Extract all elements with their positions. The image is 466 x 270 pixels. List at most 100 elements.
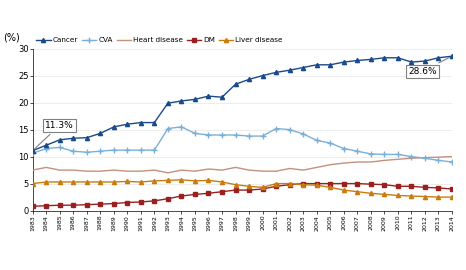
Cancer xyxy=(124,123,130,126)
DM xyxy=(206,192,211,195)
Liver disease xyxy=(138,180,144,184)
DM xyxy=(124,201,130,204)
Liver disease xyxy=(192,179,198,183)
Cancer xyxy=(287,69,293,72)
DM xyxy=(165,197,171,200)
Heart disease xyxy=(206,167,211,171)
Heart disease xyxy=(70,168,76,172)
Heart disease xyxy=(247,168,252,172)
DM xyxy=(111,202,116,205)
Cancer xyxy=(409,60,414,64)
Liver disease xyxy=(449,195,455,199)
Cancer xyxy=(111,125,116,129)
Liver disease xyxy=(436,195,441,199)
Cancer xyxy=(368,58,374,61)
Heart disease xyxy=(328,163,333,166)
Heart disease xyxy=(124,170,130,173)
Heart disease xyxy=(219,168,225,172)
DM xyxy=(219,190,225,193)
Cancer xyxy=(436,56,441,59)
Liver disease xyxy=(219,180,225,184)
Heart disease xyxy=(43,166,49,169)
Heart disease xyxy=(97,170,103,173)
Liver disease xyxy=(151,179,157,183)
Liver disease xyxy=(368,192,374,195)
CVA xyxy=(151,148,157,152)
Liver disease xyxy=(57,180,62,184)
Legend: Cancer, CVA, Heart disease, DM, Liver disease: Cancer, CVA, Heart disease, DM, Liver di… xyxy=(36,37,283,43)
Heart disease xyxy=(395,158,401,161)
Line: CVA: CVA xyxy=(29,124,455,165)
Liver disease xyxy=(260,186,266,189)
Liver disease xyxy=(178,178,184,181)
CVA xyxy=(178,125,184,129)
Liver disease xyxy=(382,193,387,196)
Cancer xyxy=(151,121,157,124)
DM xyxy=(84,203,89,206)
CVA xyxy=(247,134,252,138)
DM xyxy=(30,205,35,208)
DM xyxy=(301,182,306,185)
CVA xyxy=(97,150,103,153)
Cancer xyxy=(395,56,401,59)
CVA xyxy=(301,132,306,136)
DM xyxy=(422,186,428,189)
DM xyxy=(43,204,49,207)
CVA xyxy=(422,157,428,160)
Cancer xyxy=(206,94,211,98)
Liver disease xyxy=(206,179,211,182)
DM xyxy=(355,182,360,185)
CVA xyxy=(395,153,401,156)
Liver disease xyxy=(328,186,333,189)
DM xyxy=(151,199,157,202)
Text: 11.3%: 11.3% xyxy=(34,121,74,149)
Cancer xyxy=(84,136,89,139)
Cancer xyxy=(57,138,62,141)
CVA xyxy=(30,152,35,155)
Liver disease xyxy=(409,194,414,198)
DM xyxy=(247,188,252,192)
CVA xyxy=(274,127,279,130)
Liver disease xyxy=(355,190,360,193)
CVA xyxy=(206,133,211,137)
DM xyxy=(57,204,62,207)
CVA xyxy=(192,132,198,135)
CVA xyxy=(409,155,414,158)
Heart disease xyxy=(84,170,89,173)
Heart disease xyxy=(301,168,306,172)
Heart disease xyxy=(178,168,184,172)
Line: Cancer: Cancer xyxy=(31,54,454,153)
Cancer xyxy=(274,71,279,74)
Heart disease xyxy=(436,156,441,159)
Liver disease xyxy=(70,180,76,184)
Heart disease xyxy=(449,155,455,158)
Liver disease xyxy=(341,188,347,192)
DM xyxy=(341,182,347,185)
Heart disease xyxy=(287,167,293,170)
Liver disease xyxy=(287,182,293,185)
Cancer xyxy=(382,56,387,59)
DM xyxy=(449,187,455,191)
Heart disease xyxy=(368,160,374,164)
Liver disease xyxy=(422,195,428,198)
Cancer xyxy=(449,55,455,58)
Cancer xyxy=(192,98,198,101)
Heart disease xyxy=(382,159,387,162)
Liver disease xyxy=(97,180,103,184)
Heart disease xyxy=(233,166,238,169)
Heart disease xyxy=(260,170,266,173)
Liver disease xyxy=(165,179,171,182)
Heart disease xyxy=(111,168,116,172)
Cancer xyxy=(219,96,225,99)
CVA xyxy=(436,159,441,162)
Cancer xyxy=(70,137,76,140)
CVA xyxy=(355,150,360,153)
Cancer xyxy=(233,83,238,86)
CVA xyxy=(233,133,238,137)
CVA xyxy=(287,128,293,131)
Cancer xyxy=(301,66,306,69)
DM xyxy=(260,187,266,191)
CVA xyxy=(314,139,320,142)
Cancer xyxy=(43,144,49,147)
DM xyxy=(178,194,184,198)
